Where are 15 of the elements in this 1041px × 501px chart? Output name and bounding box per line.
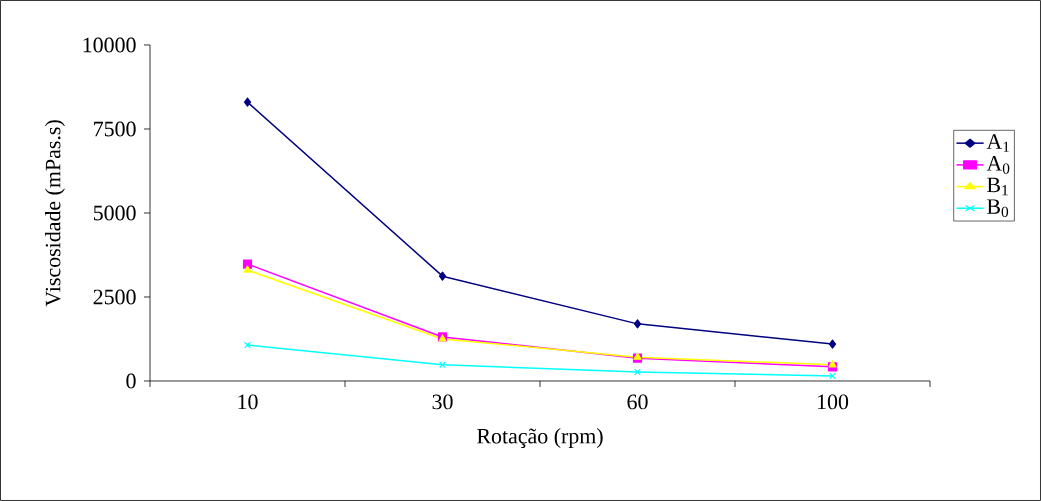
y-tick-label: 0 [126, 373, 136, 389]
legend-label: B$_{1}$ [987, 177, 1008, 196]
y-tick-label: 2500 [93, 289, 136, 305]
x-tick-label: 10 [238, 394, 258, 410]
y-tick-label: 7500 [94, 121, 136, 137]
x-tick-label: 30 [432, 394, 453, 410]
legend-label: B$_{0}$ [987, 199, 1009, 217]
x-tick-label: 60 [627, 394, 648, 410]
y-axis-title: Viscosidade (mPas.s) [45, 120, 65, 307]
x-axis-title: Rotação (rpm) [477, 428, 603, 448]
y-tick-label: 10000 [83, 37, 136, 53]
x-tick-label: 100 [817, 394, 849, 410]
legend-label: A$_{0}$ [986, 156, 1010, 174]
y-tick-label: 5000 [93, 205, 136, 221]
legend-label: A$_{1}$ [986, 134, 1009, 152]
